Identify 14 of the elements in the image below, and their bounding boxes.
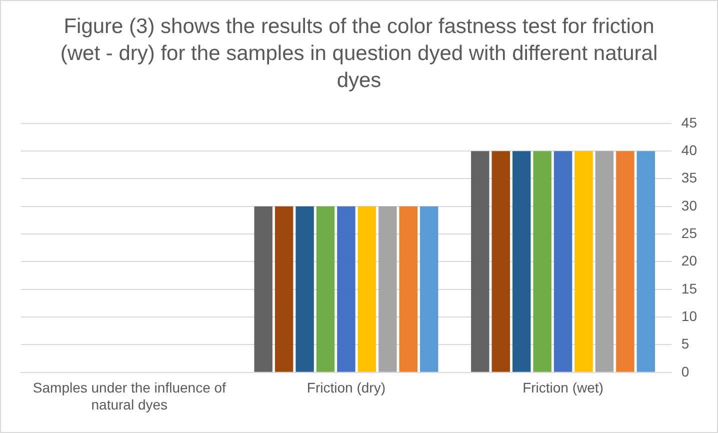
y-tick-label: 25: [681, 224, 698, 241]
chart-title: Figure (3) shows the results of the color fastness test for friction (wet - dry) for the samples in question dyed with different natural dyes: [59, 14, 659, 94]
y-tick-label: 35: [681, 170, 698, 186]
y-tick-label: 45: [681, 114, 698, 130]
x-tick-label: Friction (dry): [306, 380, 386, 396]
y-tick-label: 15: [681, 280, 698, 296]
x-tick-label: Friction (wet): [522, 380, 604, 396]
y-tick-label: 0: [681, 363, 690, 380]
y-tick-label: 5: [681, 336, 690, 352]
y-tick-label: 10: [681, 308, 698, 324]
y-tick-label: 20: [681, 252, 698, 269]
y-tick-label: 40: [681, 142, 698, 158]
x-tick-label: Samples under the influence of natural dyes: [32, 380, 226, 412]
y-tick-label: 30: [681, 197, 698, 214]
